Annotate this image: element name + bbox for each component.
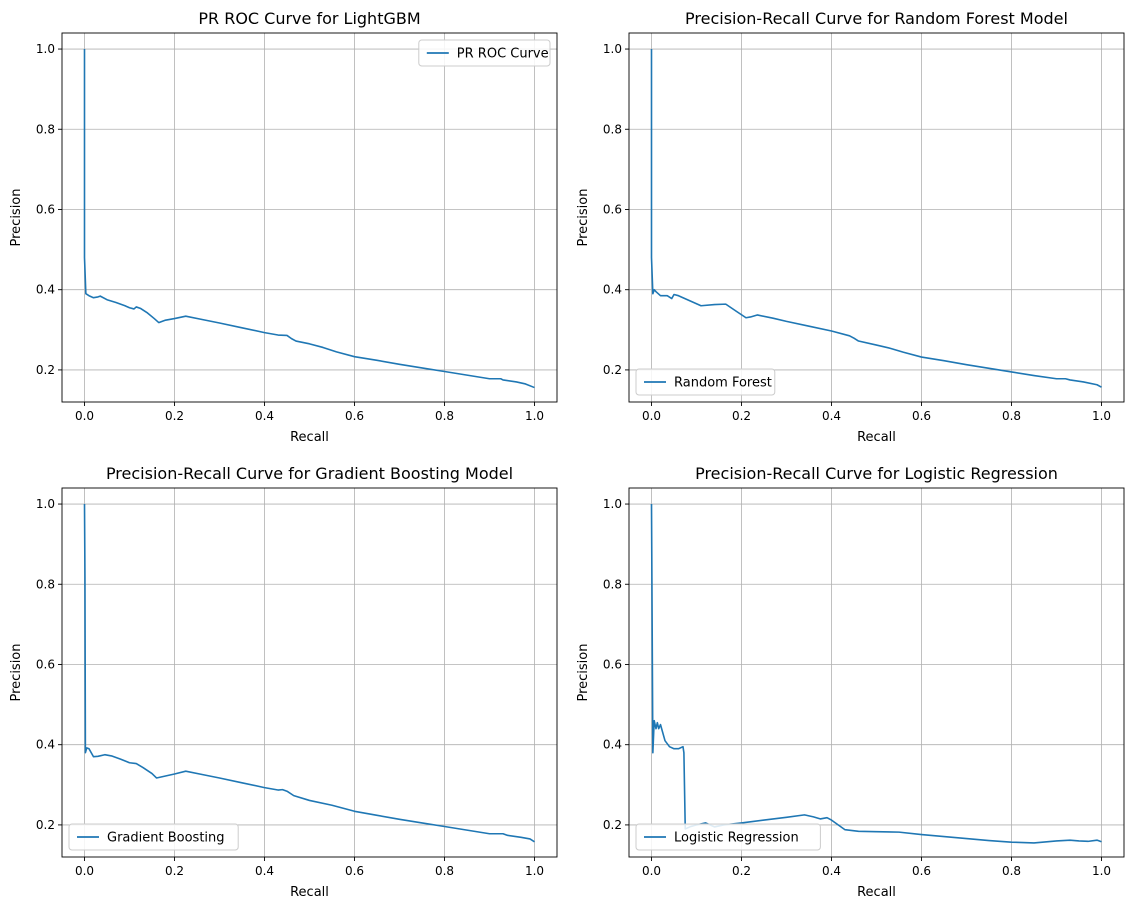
x-tick-label: 1.0 [1092, 864, 1111, 878]
y-tick-label: 0.2 [36, 818, 55, 832]
x-tick-label: 0.8 [1002, 409, 1021, 423]
chart-title: Precision-Recall Curve for Gradient Boos… [106, 464, 513, 483]
y-tick-label: 0.8 [36, 577, 55, 591]
y-tick-label: 0.4 [603, 283, 622, 297]
x-tick-label: 0.2 [732, 864, 751, 878]
x-tick-label: 0.6 [912, 409, 931, 423]
y-tick-label: 0.8 [36, 122, 55, 136]
subplot-random-forest: 0.0 0.2 0.4 0.6 0.8 1.0 0.2 0.4 0.6 0.8 1.0 Precisi… [576, 9, 1125, 445]
series-line [650, 49, 1102, 388]
subplot-logistic-regression: 0.0 0.2 0.4 0.6 0.8 1.0 0.2 0.4 0.6 0.8 1.0 Precisi… [576, 464, 1125, 900]
x-tick-label: 0.0 [642, 409, 661, 423]
x-tick-label: 0.0 [642, 864, 661, 878]
x-tick-label: 1.0 [1092, 409, 1111, 423]
x-tick-label: 0.6 [345, 409, 364, 423]
series-line [83, 49, 535, 389]
y-axis-label: Precision [9, 188, 24, 246]
chart-title: Precision-Recall Curve for Random Forest… [685, 9, 1068, 28]
x-tick-label: 0.8 [435, 409, 454, 423]
x-tick-label: 0.8 [1002, 864, 1021, 878]
x-tick-label: 0.4 [255, 864, 274, 878]
legend-label: PR ROC Curve [457, 47, 549, 62]
y-tick-label: 0.4 [36, 283, 55, 297]
y-tick-label: 1.0 [36, 42, 55, 56]
legend-box [635, 823, 821, 851]
y-tick-label: 0.8 [603, 122, 622, 136]
axes-frame [628, 487, 1125, 858]
y-tick-label: 0.2 [603, 363, 622, 377]
legend-label: Gradient Boosting [107, 831, 225, 846]
legend: Gradient Boosting [68, 823, 239, 851]
x-axis-label: Recall [857, 885, 896, 900]
axes-frame [628, 32, 1125, 403]
y-tick-label: 0.6 [603, 657, 622, 671]
x-tick-label: 0.0 [75, 409, 94, 423]
legend-box [418, 39, 551, 67]
subplot-lightgbm: 0.0 0.2 0.4 0.6 0.8 1.0 0.2 0.4 0.6 0.8 1.0 PR ROC … [9, 9, 558, 445]
x-tick-label: 1.0 [525, 409, 544, 423]
y-tick-label: 1.0 [603, 42, 622, 56]
x-tick-label: 0.6 [345, 864, 364, 878]
legend-box [68, 823, 239, 851]
subplot-gradient-boosting: 0.0 0.2 0.4 0.6 0.8 1.0 0.2 0.4 0.6 0.8 1.0 Precisi… [9, 464, 558, 900]
x-tick-label: 0.2 [165, 409, 184, 423]
x-tick-label: 0.4 [255, 409, 274, 423]
x-tick-label: 0.4 [822, 864, 841, 878]
x-tick-label: 0.8 [435, 864, 454, 878]
legend-label: Logistic Regression [674, 831, 799, 846]
y-tick-label: 1.0 [603, 497, 622, 511]
x-axis-label: Recall [857, 430, 896, 445]
legend-box [635, 368, 776, 396]
x-tick-label: 0.2 [165, 864, 184, 878]
legend-label: Random Forest [674, 376, 772, 391]
y-tick-label: 1.0 [36, 497, 55, 511]
x-axis-label: Recall [290, 430, 329, 445]
y-tick-label: 0.4 [36, 738, 55, 752]
axes-frame [61, 32, 558, 403]
chart-title: PR ROC Curve for LightGBM [198, 9, 420, 28]
series-line [83, 504, 535, 843]
y-tick-label: 0.8 [603, 577, 622, 591]
chart-title: Precision-Recall Curve for Logistic Regr… [695, 464, 1058, 483]
x-tick-label: 0.2 [732, 409, 751, 423]
legend: Logistic Regression [635, 823, 821, 851]
y-tick-label: 0.4 [603, 738, 622, 752]
y-axis-label: Precision [576, 188, 591, 246]
y-tick-label: 0.6 [603, 202, 622, 216]
x-axis-label: Recall [290, 885, 329, 900]
x-tick-label: 0.0 [75, 864, 94, 878]
legend: Random Forest [635, 368, 776, 396]
x-tick-label: 1.0 [525, 864, 544, 878]
y-tick-label: 0.6 [36, 202, 55, 216]
axes-frame [61, 487, 558, 858]
y-tick-label: 0.2 [603, 818, 622, 832]
y-axis-label: Precision [576, 643, 591, 701]
legend: PR ROC Curve [418, 39, 551, 67]
x-tick-label: 0.4 [822, 409, 841, 423]
series-line [650, 504, 1102, 844]
y-tick-label: 0.6 [36, 657, 55, 671]
y-tick-label: 0.2 [36, 363, 55, 377]
x-tick-label: 0.6 [912, 864, 931, 878]
y-axis-label: Precision [9, 643, 24, 701]
